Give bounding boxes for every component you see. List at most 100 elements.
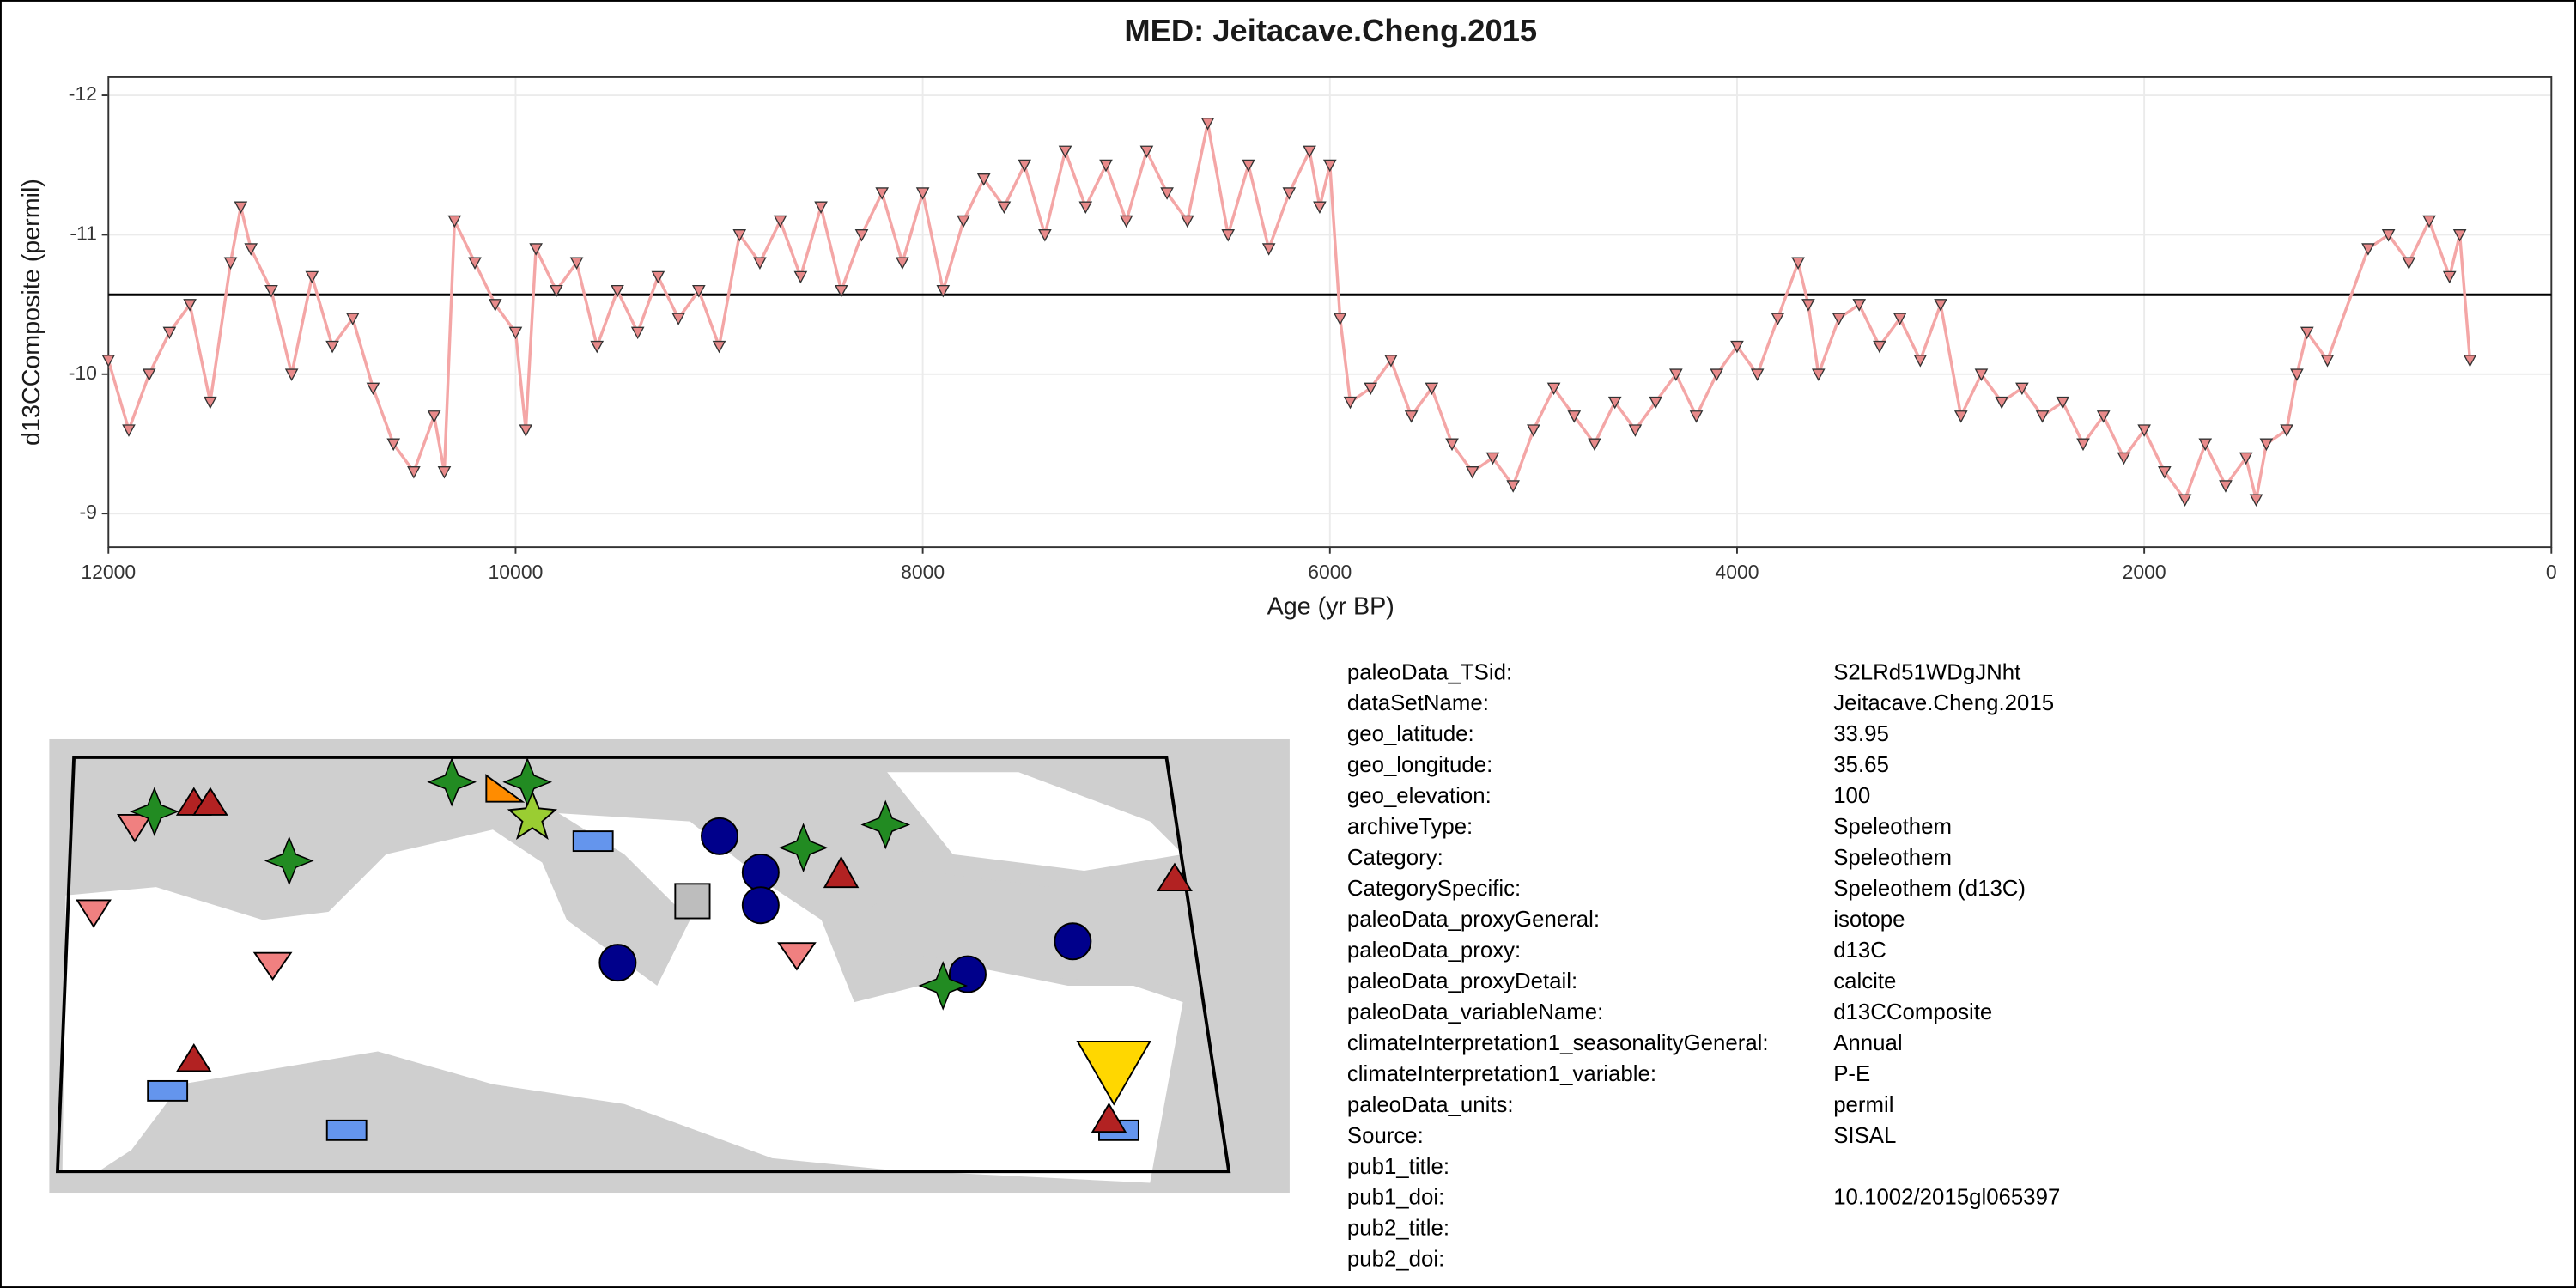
data-point — [2402, 257, 2416, 270]
data-point — [468, 257, 482, 270]
data-point — [773, 215, 787, 228]
data-point — [488, 299, 502, 312]
metadata-value: 35.65 — [1833, 753, 1889, 777]
data-point — [1811, 368, 1826, 381]
site-marker — [76, 899, 112, 928]
data-point — [1730, 340, 1744, 354]
metadata-value: SISAL — [1833, 1124, 1896, 1148]
site-marker — [1076, 1041, 1151, 1106]
data-point — [2463, 355, 2477, 368]
data-point — [854, 228, 869, 242]
site-marker — [117, 814, 153, 843]
data-point — [427, 410, 441, 423]
data-point — [2035, 410, 2050, 423]
data-point — [2290, 368, 2304, 381]
land — [854, 871, 1183, 986]
data-point — [732, 228, 747, 242]
site-marker — [485, 774, 526, 803]
data-point — [611, 284, 624, 298]
data-point — [508, 326, 523, 340]
data-point — [1343, 396, 1358, 410]
metadata-key: paleoData_proxy: — [1347, 939, 1521, 963]
site-marker — [1054, 922, 1092, 961]
data-point — [1384, 355, 1398, 368]
data-point — [1934, 299, 1947, 312]
data-point — [122, 424, 136, 437]
data-point — [2300, 326, 2314, 340]
site-marker — [175, 1043, 212, 1072]
data-point — [1425, 382, 1439, 396]
site-marker — [427, 756, 477, 807]
data-point — [1995, 396, 2008, 410]
site-marker — [741, 886, 780, 925]
data-point — [2096, 410, 2111, 423]
data-point — [2076, 438, 2090, 452]
data-point — [1333, 313, 1347, 325]
metadata-value: S2LRd51WDgJNht — [1833, 660, 2020, 684]
data-point — [1261, 243, 1276, 256]
data-point — [630, 326, 645, 340]
x-tick-label: 12000 — [81, 561, 136, 583]
metadata-value: 10.1002/2015gl065397 — [1833, 1186, 2060, 1210]
data-point — [997, 201, 1012, 215]
data-point — [1303, 145, 1316, 159]
chart-title: MED: Jeitacave.Cheng.2015 — [1124, 13, 1537, 48]
data-point — [896, 257, 909, 270]
data-point — [1282, 187, 1297, 200]
metadata-key: geo_longitude: — [1347, 753, 1492, 777]
site-marker — [572, 830, 614, 853]
map — [49, 738, 1290, 1194]
data-point — [875, 187, 890, 200]
data-point — [957, 215, 970, 228]
data-point — [142, 368, 156, 381]
site-marker — [860, 799, 911, 850]
site-marker — [778, 823, 829, 873]
data-point — [1893, 313, 1907, 325]
data-point — [1852, 299, 1867, 312]
data-point — [753, 257, 767, 270]
data-point — [101, 355, 116, 368]
data-point — [366, 382, 380, 396]
data-point — [1139, 145, 1154, 159]
data-point — [2137, 424, 2151, 437]
site-marker — [192, 787, 228, 816]
data-point — [2015, 382, 2029, 396]
y-tick-label: -9 — [79, 501, 96, 523]
map-frame — [55, 756, 1231, 1174]
metadata-value: 100 — [1833, 784, 1870, 808]
data-point — [223, 257, 238, 270]
x-tick-label: 8000 — [901, 561, 945, 583]
data-point — [2198, 438, 2213, 452]
site-marker — [252, 951, 293, 981]
site-marker — [777, 942, 817, 971]
metadata-key: climateInterpretation1_variable: — [1347, 1062, 1656, 1086]
data-point — [1974, 368, 1989, 381]
data-point — [519, 424, 533, 437]
site-marker — [264, 835, 314, 886]
data-point — [437, 466, 452, 479]
data-point — [407, 466, 421, 479]
site-marker — [1157, 862, 1193, 891]
site-marker — [823, 855, 860, 889]
site-marker — [741, 853, 780, 891]
data-point — [1791, 257, 1805, 270]
data-point — [834, 284, 848, 298]
data-point — [1242, 159, 1255, 173]
data-point — [2280, 424, 2293, 437]
data-point — [1669, 368, 1683, 381]
data-point — [345, 313, 360, 325]
data-point — [1801, 299, 1815, 312]
data-point — [2219, 480, 2233, 493]
data-point — [1221, 228, 1236, 242]
data-point — [1953, 410, 1968, 423]
metadata-value: calcite — [1833, 969, 1896, 993]
data-point — [1445, 438, 1459, 452]
plot: -12 -11 -10 -9 12000 10000 8000 6000 4000 2000 0 — [69, 76, 2557, 583]
data-point — [2422, 215, 2436, 228]
data-point — [1546, 382, 1561, 396]
metadata-key: pub2_title: — [1347, 1217, 1449, 1241]
metadata-key: archiveType: — [1347, 815, 1473, 839]
site-marker — [918, 961, 969, 1011]
site-marker — [598, 944, 637, 982]
